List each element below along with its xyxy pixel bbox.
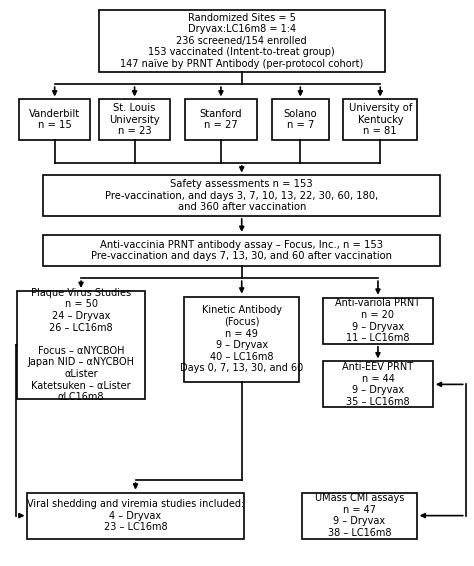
FancyBboxPatch shape	[43, 175, 440, 216]
Text: St. Louis
University
n = 23: St. Louis University n = 23	[109, 103, 160, 136]
FancyBboxPatch shape	[27, 492, 244, 539]
FancyBboxPatch shape	[184, 297, 299, 382]
FancyBboxPatch shape	[185, 100, 257, 140]
Text: Plaque Virus Studies
n = 50
24 – Dryvax
26 – LC16m8

Focus – αNYCBOH
Japan NID –: Plaque Virus Studies n = 50 24 – Dryvax …	[27, 288, 135, 402]
Text: Vanderbilt
n = 15: Vanderbilt n = 15	[29, 109, 80, 131]
FancyBboxPatch shape	[43, 235, 440, 266]
Text: Stanford
n = 27: Stanford n = 27	[200, 109, 242, 131]
Text: Safety assessments n = 153
Pre-vaccination, and days 3, 7, 10, 13, 22, 30, 60, 1: Safety assessments n = 153 Pre-vaccinati…	[105, 179, 378, 212]
FancyBboxPatch shape	[272, 100, 329, 140]
FancyBboxPatch shape	[343, 100, 417, 140]
FancyBboxPatch shape	[323, 298, 433, 344]
Text: Viral shedding and viremia studies included:
4 – Dryvax
23 – LC16m8: Viral shedding and viremia studies inclu…	[27, 499, 244, 532]
Text: Anti-vaccinia PRNT antibody assay – Focus, Inc., n = 153
Pre-vaccination and day: Anti-vaccinia PRNT antibody assay – Focu…	[91, 239, 392, 261]
FancyBboxPatch shape	[17, 291, 145, 399]
FancyBboxPatch shape	[99, 10, 385, 72]
Text: Anti-EEV PRNT
n = 44
9 – Dryvax
35 – LC16m8: Anti-EEV PRNT n = 44 9 – Dryvax 35 – LC1…	[342, 362, 413, 407]
FancyBboxPatch shape	[323, 361, 433, 408]
Text: UMass CMI assays
n = 47
9 – Dryvax
38 – LC16m8: UMass CMI assays n = 47 9 – Dryvax 38 – …	[315, 493, 404, 538]
Text: Anti-variola PRNT
n = 20
9 – Dryvax
11 – LC16m8: Anti-variola PRNT n = 20 9 – Dryvax 11 –…	[336, 298, 420, 343]
Text: Randomized Sites = 5
Dryvax:LC16m8 = 1:4
236 screened/154 enrolled
153 vaccinate: Randomized Sites = 5 Dryvax:LC16m8 = 1:4…	[120, 12, 364, 69]
FancyBboxPatch shape	[19, 100, 91, 140]
FancyBboxPatch shape	[99, 100, 170, 140]
Text: Solano
n = 7: Solano n = 7	[283, 109, 317, 131]
Text: University of
Kentucky
n = 81: University of Kentucky n = 81	[348, 103, 412, 136]
Text: Kinetic Antibody
(Focus)
n = 49
9 – Dryvax
40 – LC16m8
Days 0, 7, 13, 30, and 60: Kinetic Antibody (Focus) n = 49 9 – Dryv…	[180, 305, 303, 374]
FancyBboxPatch shape	[302, 492, 417, 539]
